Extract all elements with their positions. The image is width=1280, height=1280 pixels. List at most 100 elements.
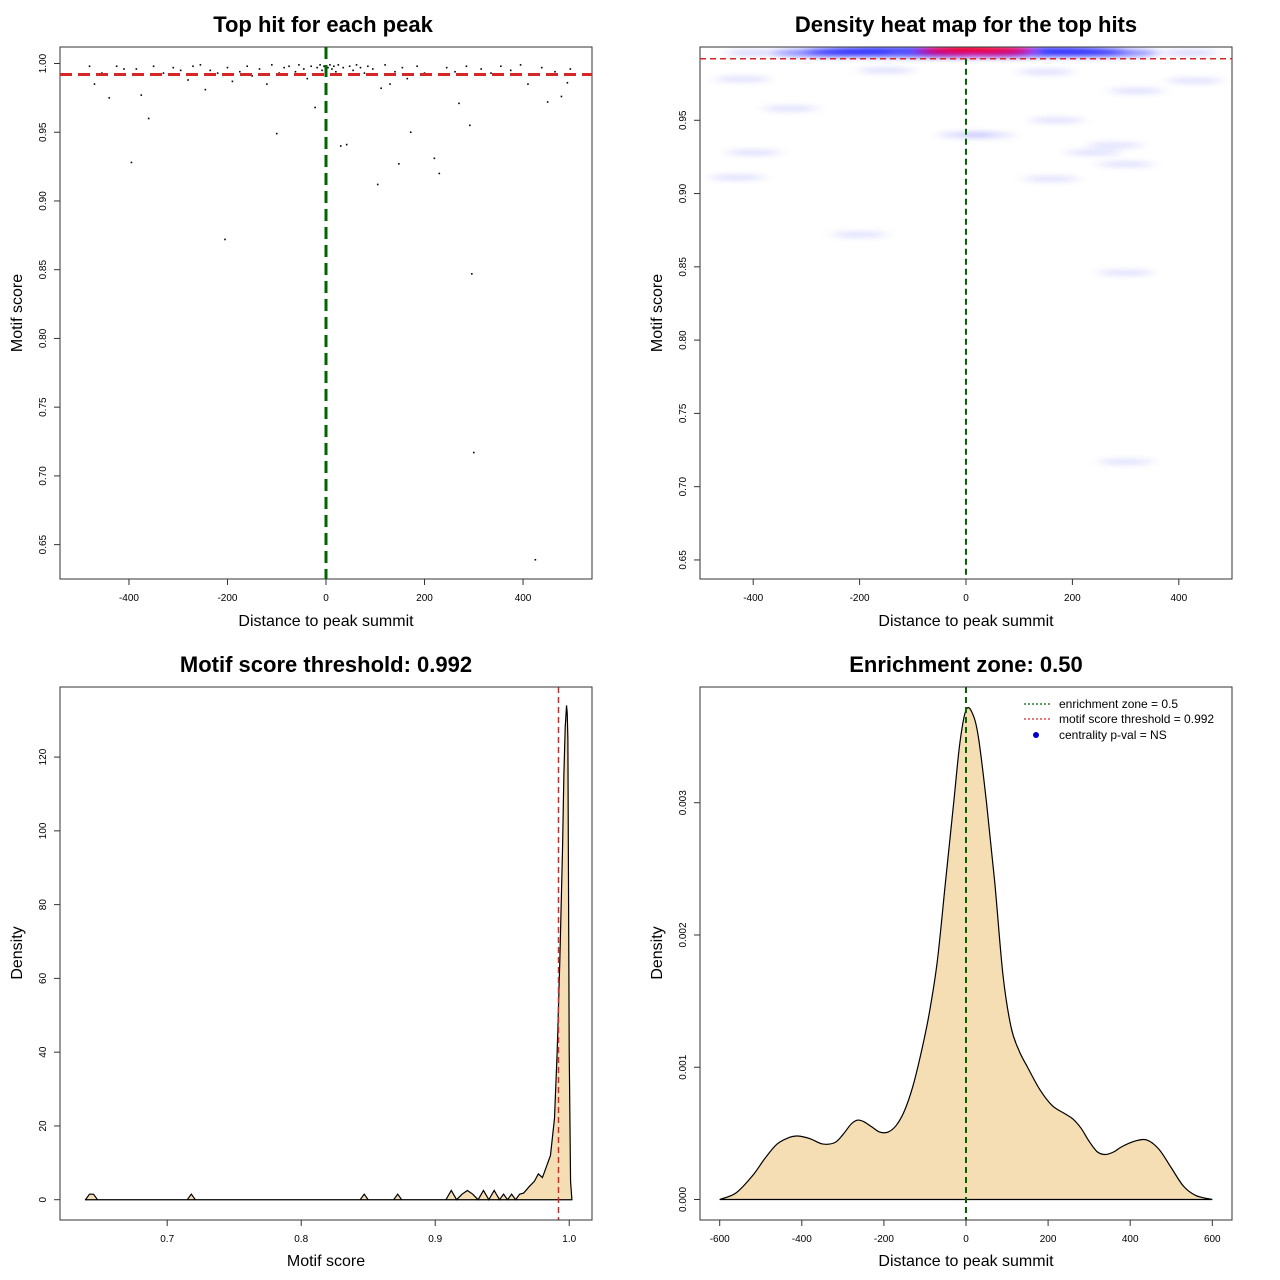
scatter-point — [172, 66, 175, 69]
scatter-point — [231, 80, 234, 83]
scatter-point — [380, 87, 382, 90]
scatter-point — [115, 65, 118, 68]
scatter-point — [519, 64, 522, 66]
x-tick-label: 200 — [1040, 1234, 1057, 1245]
y-tick-label: 1.00 — [38, 53, 49, 73]
y-tick-label: 0 — [38, 1196, 49, 1202]
x-tick-label: 200 — [416, 593, 433, 604]
heatmap-cell — [1028, 117, 1085, 123]
heatmap-cell — [1166, 78, 1223, 84]
x-axis-ticks: -400 -200 0 200 400 — [119, 579, 532, 604]
heatmap-cell — [1108, 88, 1165, 94]
heatmap-cell — [725, 50, 782, 56]
scatter-point — [454, 70, 456, 73]
scatter-point — [339, 145, 342, 147]
y-tick-label: 0.75 — [678, 403, 689, 423]
heatmap-cell — [725, 150, 782, 156]
scatter-point — [147, 117, 150, 120]
scatter-point — [319, 64, 321, 66]
x-axis-label-heatmap: Distance to peak summit — [878, 613, 1054, 630]
scatter-point — [389, 83, 391, 85]
scatter-point — [560, 95, 563, 98]
y-axis-label-heatmap: Motif score — [649, 274, 666, 352]
y-tick-label: 80 — [38, 899, 49, 911]
heatmap-cell — [858, 67, 915, 73]
scatter-point — [527, 83, 529, 85]
legend-label-threshold: motif score threshold = 0.992 — [1059, 712, 1214, 726]
scatter-point — [179, 69, 182, 72]
scatter-point — [288, 65, 290, 68]
scatter-point — [303, 68, 305, 70]
heatmap-peak — [921, 47, 1032, 54]
x-tick-label: 600 — [1204, 1234, 1221, 1245]
x-axis-ticks: 0.7 0.8 0.9 1.0 — [160, 1220, 577, 1245]
scatter-point — [433, 157, 436, 160]
y-tick-label: 0.90 — [38, 191, 49, 211]
x-tick-label: 400 — [1170, 593, 1187, 604]
y-tick-label: 0.80 — [678, 330, 689, 350]
x-tick-label: 200 — [1064, 593, 1081, 604]
scatter-point — [298, 64, 300, 66]
scatter-point — [480, 68, 482, 70]
heatmap-cell — [1097, 161, 1154, 167]
panel-score-density: Motif score threshold: 0.992 0.7 0.8 0.9 1.… — [9, 652, 593, 1270]
scatter-point — [465, 65, 468, 68]
y-tick-label: 0.70 — [678, 477, 689, 497]
scatter-point — [401, 66, 404, 69]
scatter-point — [152, 65, 155, 68]
heatmap-cell — [1017, 69, 1074, 75]
scatter-point — [398, 163, 400, 165]
y-axis-label-score-density: Density — [9, 926, 26, 979]
scatter-point — [275, 132, 278, 135]
scatter-point — [88, 65, 91, 68]
scatter-point — [540, 66, 543, 69]
scatter-point — [384, 64, 386, 66]
scatter-point — [534, 558, 537, 561]
panel-density-heatmap: Density heat map for the top hits -400 -2… — [649, 12, 1233, 630]
scatter-point — [327, 66, 329, 69]
scatter-point — [445, 66, 448, 69]
x-axis-ticks: -400 -200 0 200 400 — [743, 579, 1188, 604]
legend: enrichment zone = 0.5 motif score thresh… — [1024, 697, 1214, 742]
scatter-point — [348, 65, 351, 68]
scatter-point — [337, 64, 340, 66]
scatter-point — [130, 161, 133, 164]
x-tick-label: 0.7 — [160, 1234, 174, 1245]
x-tick-label: -400 — [743, 593, 763, 604]
scatter-point — [333, 65, 335, 68]
x-tick-label: -200 — [217, 593, 237, 604]
scatter-point — [216, 72, 219, 74]
scatter-point — [342, 66, 345, 69]
x-tick-label: 1.0 — [562, 1234, 576, 1245]
scatter-point — [314, 106, 316, 109]
scatter-point — [199, 64, 202, 66]
scatter-point — [472, 451, 475, 454]
y-tick-label: 0.000 — [678, 1187, 689, 1212]
density-area — [84, 705, 573, 1201]
scatter-point — [187, 79, 189, 81]
scatter-point — [246, 65, 248, 68]
legend-label-enrichment-zone: enrichment zone = 0.5 — [1059, 697, 1178, 711]
y-tick-label: 0.70 — [38, 466, 49, 486]
scatter-point — [458, 102, 460, 105]
y-tick-label: 120 — [38, 748, 49, 765]
y-tick-label: 0.75 — [38, 397, 49, 417]
scatter-point — [316, 66, 318, 69]
scatter-point — [135, 68, 138, 70]
heatmap-cell — [1097, 459, 1154, 465]
y-axis-label-distance-density: Density — [649, 926, 666, 979]
y-tick-label: 100 — [38, 822, 49, 839]
scatter-point — [93, 83, 96, 85]
title-density-heatmap: Density heat map for the top hits — [795, 12, 1137, 37]
heatmap-cell — [762, 106, 819, 112]
scatter-point — [394, 70, 396, 73]
y-tick-label: 60 — [38, 972, 49, 984]
heatmap-cell — [959, 132, 1016, 138]
y-tick-label: 0.001 — [678, 1054, 689, 1079]
heatmap-cell — [1086, 142, 1143, 148]
scatter-point — [283, 66, 285, 69]
scatter-point — [471, 273, 473, 275]
y-tick-label: 0.80 — [38, 328, 49, 348]
scatter-point — [406, 77, 409, 80]
